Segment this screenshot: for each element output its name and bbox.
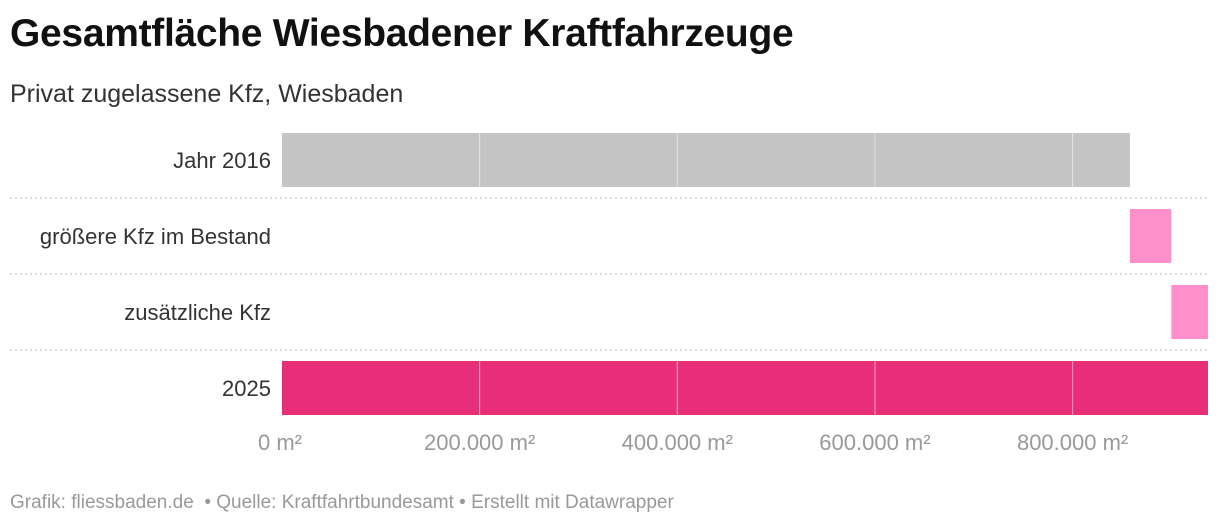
category-label: 2025 xyxy=(222,376,271,401)
x-tick-label: 400.000 m² xyxy=(622,430,733,455)
x-tick-label: 800.000 m² xyxy=(1017,430,1128,455)
footer: Grafik: fliessbaden.de • Quelle: Kraftfa… xyxy=(10,492,674,514)
x-tick-label: 0 m² xyxy=(258,430,302,455)
bar-2 xyxy=(1171,285,1208,339)
footer-source: • Quelle: Kraftfahrtbundesamt xyxy=(199,492,454,513)
x-tick-label: 200.000 m² xyxy=(424,430,535,455)
bar-3 xyxy=(282,361,1208,415)
category-labels: Jahr 2016 größere Kfz im Bestand zusätzlic… xyxy=(40,148,271,401)
x-axis-ticks: 0 m² 200.000 m² 400.000 m² 600.000 m² 800.00… xyxy=(258,430,1128,455)
category-label: größere Kfz im Bestand xyxy=(40,224,271,249)
chart-title: Gesamtfläche Wiesbadener Kraftfahrzeuge xyxy=(10,12,794,55)
chart-subtitle: Privat zugelassene Kfz, Wiesbaden xyxy=(10,80,404,108)
gridlines xyxy=(479,133,1074,415)
footer-credit: Grafik: fliessbaden.de xyxy=(10,492,200,513)
category-label: Jahr 2016 xyxy=(173,148,271,173)
row-separators xyxy=(10,197,1208,351)
bar-1 xyxy=(1129,209,1172,263)
bars xyxy=(282,133,1208,415)
footer-made-with: • Erstellt mit Datawrapper xyxy=(453,492,674,513)
bar-0 xyxy=(282,133,1130,187)
x-tick-label: 600.000 m² xyxy=(819,430,930,455)
category-label: zusätzliche Kfz xyxy=(124,300,271,325)
